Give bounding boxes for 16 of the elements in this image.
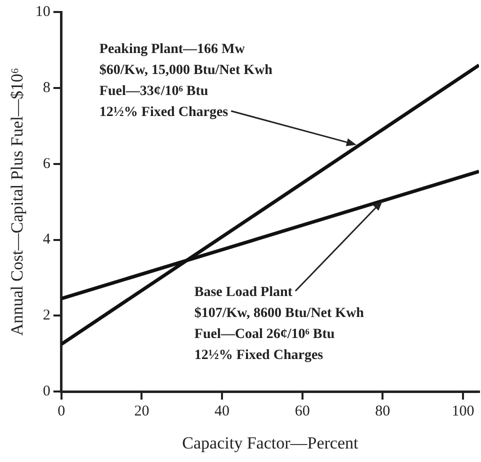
y-tick-label: 10 <box>35 4 50 20</box>
x-tick-label: 0 <box>58 404 66 420</box>
annotation: Base Load Plant $107/Kw, 8600 Btu/Net Kwh Fuel—Coal 26¢/10⁶ Btu 12½% Fixed Charges <box>194 285 364 363</box>
y-tick-label: 2 <box>42 308 50 324</box>
y-tick-label: 6 <box>42 156 51 172</box>
y-tick-label: 4 <box>42 232 51 248</box>
x-tick-label: 80 <box>375 404 390 420</box>
x-axis-title: Capacity Factor—Percent <box>182 433 359 452</box>
x-tick-label: 40 <box>214 404 230 420</box>
annotation: Peaking Plant—166 Mw $60/Kw, 15,000 Btu/Net Kwh Fuel—33¢/10⁶ Btu 12½% Fixed Charges <box>99 42 273 120</box>
y-axis-title: Annual Cost—Capital Plus Fuel—$10⁶ <box>8 68 27 336</box>
y-tick-label: 8 <box>42 80 50 96</box>
x-tick-label: 60 <box>294 404 310 420</box>
x-tick-label: 20 <box>134 404 150 420</box>
x-tick-label: 100 <box>452 404 474 420</box>
y-tick-label: 0 <box>42 384 50 400</box>
